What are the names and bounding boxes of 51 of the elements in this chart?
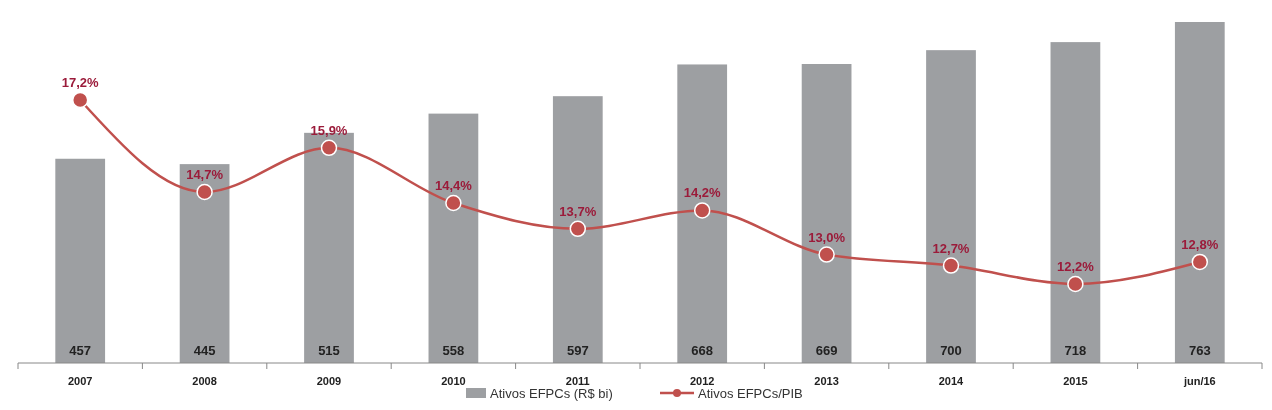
bar <box>1174 22 1225 363</box>
point <box>71 91 89 109</box>
bar <box>179 164 230 363</box>
bar <box>677 64 728 363</box>
bar <box>1050 42 1101 363</box>
data-label: 17,2% <box>61 75 100 90</box>
data-label: 718 <box>1064 343 1087 358</box>
data-label: 669 <box>815 343 838 358</box>
data-label: 13,7% <box>559 203 597 219</box>
data-label: 558 <box>442 343 465 358</box>
data-label: 597 <box>566 343 589 358</box>
data-label: 14,2% <box>683 185 722 201</box>
bar <box>552 96 603 363</box>
point <box>693 202 711 219</box>
point <box>320 139 338 157</box>
x-tick-label: 2008 <box>192 375 217 387</box>
point <box>196 183 213 201</box>
point <box>942 257 960 274</box>
x-tick-label: 2014 <box>938 375 965 387</box>
bar <box>428 113 479 363</box>
data-label: 14,7% <box>186 167 224 182</box>
x-tick-label: 2011 <box>565 375 590 387</box>
bar <box>55 158 106 363</box>
data-label: 763 <box>1188 343 1211 358</box>
x-tick-label: jun/16 <box>1182 375 1216 387</box>
point <box>1191 253 1209 271</box>
point <box>818 246 835 263</box>
data-label: 12,8% <box>1181 236 1219 252</box>
legend-label: Ativos EFPCs (R$ bi) <box>490 386 613 401</box>
x-tick-label: 2015 <box>1063 375 1088 387</box>
data-label: 12,2% <box>1056 259 1095 274</box>
point <box>569 220 587 238</box>
point <box>445 194 462 212</box>
x-tick-label: 2007 <box>67 375 93 387</box>
x-tick-label: 2013 <box>814 375 839 387</box>
data-label: 12,7% <box>932 240 970 256</box>
data-label: 14,4% <box>434 178 473 194</box>
data-label: 15,9% <box>310 122 348 138</box>
data-label: 515 <box>318 343 340 358</box>
x-tick-label: 2009 <box>316 375 342 387</box>
data-label: 445 <box>193 343 216 358</box>
bar <box>801 64 852 363</box>
data-label: 668 <box>691 343 714 358</box>
point <box>1067 275 1084 293</box>
bar <box>926 50 976 363</box>
data-label: 457 <box>69 343 92 358</box>
legend-label: Ativos EFPCs/PIB <box>698 386 803 401</box>
x-tick-label: 2010 <box>441 375 466 387</box>
x-tick-label: 2012 <box>689 375 715 387</box>
data-label: 700 <box>940 343 962 358</box>
data-label: 13,0% <box>808 229 846 245</box>
